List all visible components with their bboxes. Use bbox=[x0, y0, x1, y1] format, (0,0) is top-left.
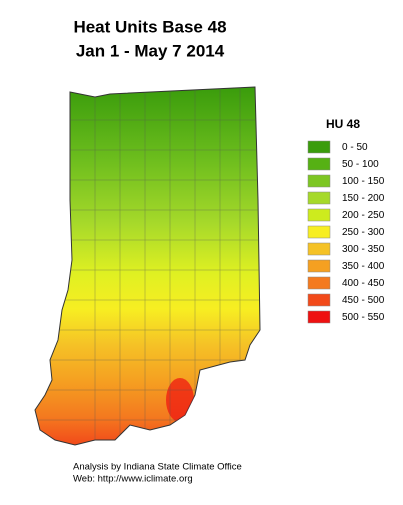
legend-label: 350 - 400 bbox=[342, 261, 385, 272]
credit: Web: http://www.iclimate.org bbox=[73, 474, 193, 485]
legend-label: 0 - 50 bbox=[342, 142, 368, 153]
legend-swatch bbox=[307, 259, 331, 273]
legend-swatch bbox=[307, 293, 331, 307]
legend-swatch bbox=[307, 157, 331, 171]
legend-label: 400 - 450 bbox=[342, 278, 385, 289]
legend-label: 50 - 100 bbox=[342, 159, 379, 170]
legend-swatch bbox=[307, 276, 331, 290]
legend-label: 150 - 200 bbox=[342, 193, 385, 204]
legend-label: 250 - 300 bbox=[342, 227, 385, 238]
legend-label: 500 - 550 bbox=[342, 312, 385, 323]
county-lines bbox=[35, 87, 260, 445]
legend-swatch bbox=[307, 174, 331, 188]
legend-title: HU 48 bbox=[326, 117, 360, 131]
title: Heat Units Base 48 bbox=[73, 17, 226, 36]
legend-label: 300 - 350 bbox=[342, 244, 385, 255]
legend-label: 450 - 500 bbox=[342, 295, 385, 306]
legend-swatch bbox=[307, 140, 331, 154]
legend-swatch bbox=[307, 225, 331, 239]
subtitle: Jan 1 - May 7 2014 bbox=[76, 41, 225, 60]
legend-swatch bbox=[307, 310, 331, 324]
legend-swatch bbox=[307, 208, 331, 222]
legend-label: 200 - 250 bbox=[342, 210, 385, 221]
legend-label: 100 - 150 bbox=[342, 176, 385, 187]
legend-swatch bbox=[307, 242, 331, 256]
indiana-map bbox=[34, 86, 261, 446]
legend-swatch bbox=[307, 191, 331, 205]
legend: 0 - 50 50 - 100 100 - 150 150 - 200 200 - 25… bbox=[307, 140, 385, 324]
credit: Analysis by Indiana State Climate Office bbox=[73, 462, 242, 473]
